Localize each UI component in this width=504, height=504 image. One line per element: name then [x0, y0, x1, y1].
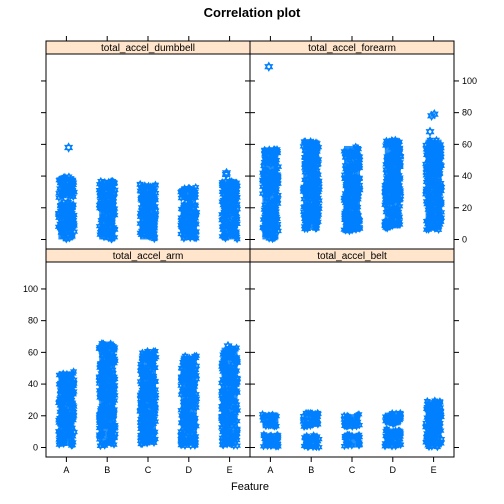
panels-group: total_accel_dumbbell total_accel_forearm 0… [23, 36, 477, 475]
group-b [299, 137, 323, 234]
y-tick-label: 60 [28, 347, 38, 357]
x-tick-label: D [390, 465, 397, 475]
y-tick-label: 20 [462, 203, 472, 213]
data-point-core [58, 371, 75, 446]
data-point-core [180, 355, 197, 446]
x-tick-label: A [63, 465, 69, 475]
data-point-core [262, 433, 279, 448]
group-a [54, 367, 78, 450]
group-e [218, 167, 242, 244]
data-point-core [58, 176, 75, 199]
data-point-core [344, 145, 360, 232]
data-point-core [140, 184, 156, 240]
y-tick-label: 0 [33, 442, 38, 452]
group-c [136, 179, 160, 244]
data-point-core [384, 139, 401, 229]
outlier-point [425, 126, 435, 137]
data-point-core [425, 139, 442, 230]
data-point-core [384, 428, 401, 448]
y-tick-label: 100 [23, 284, 38, 294]
group-d [381, 408, 405, 451]
data-point-core [180, 203, 197, 240]
data-point-core [99, 342, 116, 446]
data-point-core [344, 414, 360, 427]
group-d [177, 183, 201, 243]
data-point-core [425, 399, 442, 448]
panel-total-accel-belt: total_accel_belt A B C D E [245, 248, 459, 475]
group-e [422, 108, 446, 234]
group-b [299, 408, 323, 452]
data-point-core [262, 149, 279, 240]
data-point-core [221, 347, 238, 446]
group-e [422, 396, 446, 452]
chart-title: Correlation plot [204, 5, 301, 20]
y-tick-label: 40 [462, 171, 472, 181]
group-a [258, 410, 282, 451]
group-c [340, 142, 364, 236]
outlier-point [64, 142, 74, 153]
group-d [177, 351, 201, 450]
panel-total-accel-arm: total_accel_arm 0 20 40 60 80 100 A B C D E [23, 248, 255, 475]
outlier-point [427, 110, 437, 122]
data-point-core [303, 141, 320, 230]
group-c [340, 410, 364, 451]
panel-total-accel-dumbbell: total_accel_dumbbell [41, 36, 255, 250]
x-tick-label: E [431, 465, 437, 475]
y-tick-label: 80 [462, 108, 472, 118]
x-tick-label: B [104, 465, 110, 475]
x-tick-label: C [145, 465, 152, 475]
group-a [54, 142, 79, 244]
group-d [381, 135, 405, 233]
points-group [258, 396, 446, 452]
data-point-core [303, 412, 320, 427]
strip-label: total_accel_arm [113, 251, 184, 262]
points-group [54, 339, 242, 451]
x-tick-label: A [267, 465, 273, 475]
outlier-point [264, 61, 274, 72]
data-point-core [180, 187, 197, 200]
data-point-core [344, 434, 360, 448]
strip-label: total_accel_forearm [308, 43, 396, 54]
y-tick-label: 60 [462, 139, 472, 149]
x-tick-label: D [186, 465, 193, 475]
data-point-core [221, 180, 238, 240]
y-tick-label: 20 [28, 411, 38, 421]
group-b [95, 339, 119, 451]
data-point-core [384, 412, 401, 426]
group-a [258, 61, 283, 244]
x-axis-title: Feature [231, 481, 269, 493]
strip-label: total_accel_dumbbell [101, 43, 195, 54]
group-c [136, 346, 160, 449]
points-group [54, 142, 242, 244]
strip-label: total_accel_belt [317, 251, 387, 262]
y-tick-label: 0 [462, 234, 467, 244]
data-point-core [262, 412, 279, 427]
x-tick-label: E [227, 465, 233, 475]
data-point-core [58, 201, 75, 240]
outlier-point [223, 340, 233, 352]
group-b [95, 176, 119, 244]
y-tick-label: 80 [28, 316, 38, 326]
x-tick-label: B [308, 465, 314, 475]
data-point-core [99, 180, 116, 240]
data-point-core [303, 434, 320, 448]
group-e [218, 340, 242, 450]
data-point-core [140, 350, 156, 445]
y-tick-label: 100 [462, 76, 477, 86]
y-tick-label: 40 [28, 379, 38, 389]
panel-total-accel-forearm: total_accel_forearm 0 20 40 60 80 100 [245, 36, 477, 250]
points-group [258, 61, 446, 244]
x-tick-label: C [349, 465, 356, 475]
outlier-point [221, 167, 232, 179]
